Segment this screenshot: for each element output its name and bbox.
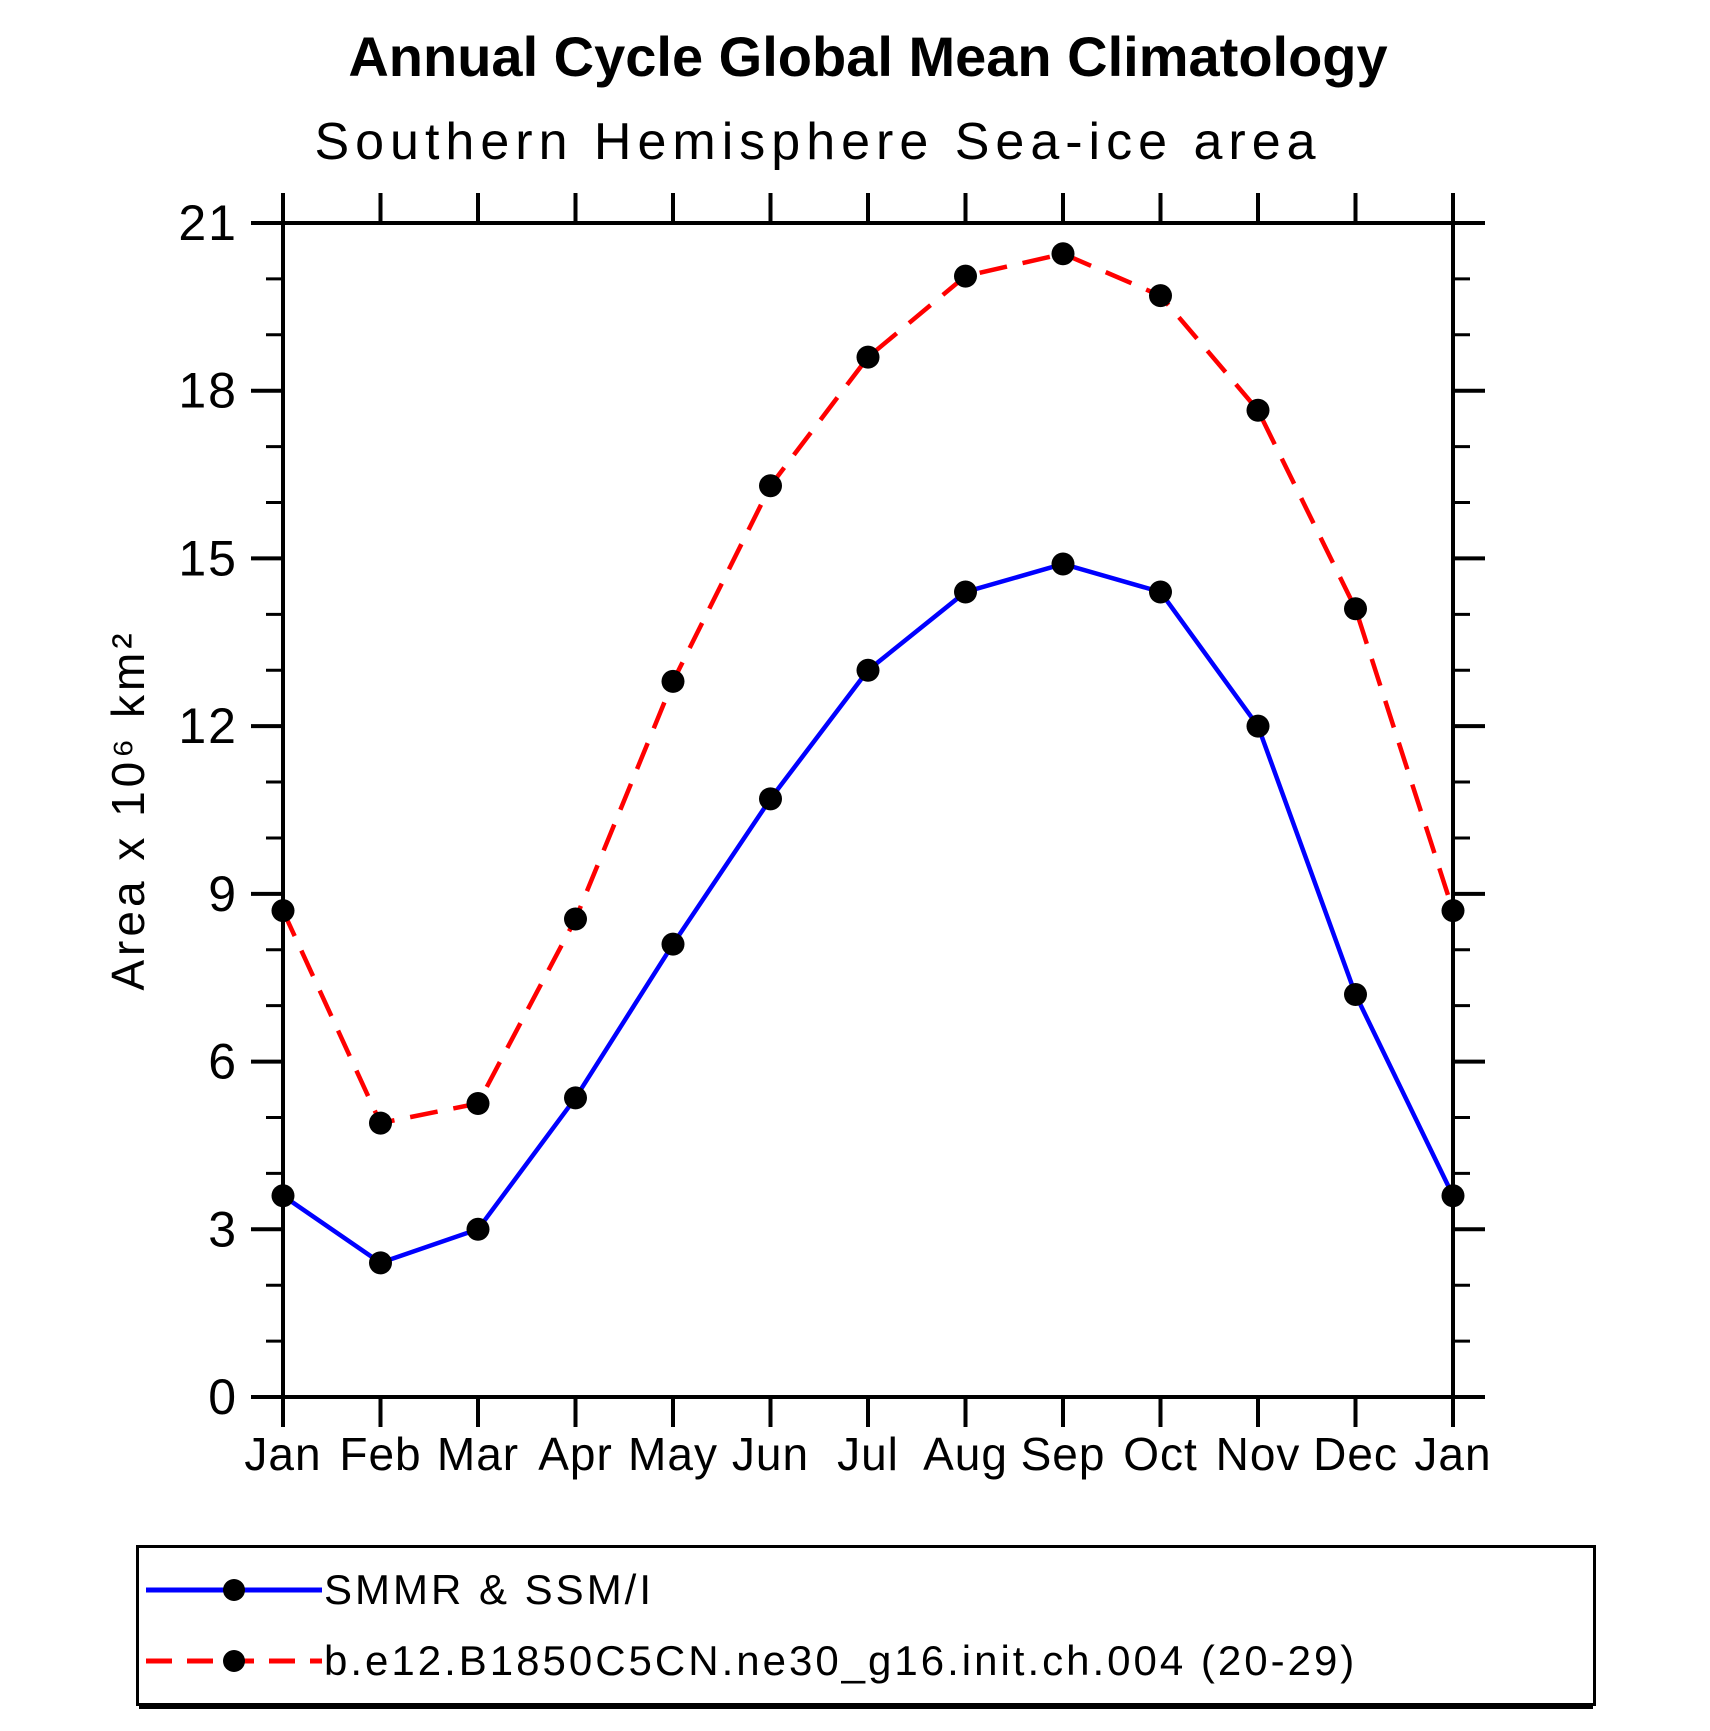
- y-tick-label: 21: [178, 195, 238, 251]
- series-0-marker: [856, 658, 880, 682]
- legend-entry-1: b.e12.B1850C5CN.ne30_g16.init.ch.004 (20…: [139, 1629, 1593, 1693]
- y-tick-label: 6: [208, 1034, 238, 1090]
- legend-label-1: b.e12.B1850C5CN.ne30_g16.init.ch.004 (20…: [324, 1637, 1358, 1685]
- series-0-marker: [661, 932, 685, 956]
- x-tick-label: Sep: [1021, 1428, 1106, 1480]
- chart-subtitle: Southern Hemisphere Sea-ice area: [314, 113, 1322, 171]
- x-tick-label: Dec: [1313, 1428, 1398, 1480]
- series-1-marker: [564, 907, 587, 931]
- y-tick-label: 0: [208, 1369, 238, 1425]
- y-tick-label: 3: [208, 1201, 238, 1257]
- series-0-marker: [759, 787, 782, 811]
- x-tick-label: Jan: [1414, 1428, 1491, 1480]
- series-0-marker: [564, 1086, 587, 1110]
- legend-marker-dot: [223, 1650, 245, 1673]
- series-0-marker: [1441, 1184, 1465, 1208]
- series-1-marker: [1344, 597, 1367, 621]
- series-1-marker: [466, 1092, 490, 1115]
- series-0-marker: [1051, 552, 1075, 576]
- series-1-marker: [1246, 398, 1270, 422]
- series-1-marker: [759, 474, 782, 498]
- series-1-marker: [954, 264, 977, 288]
- series-0-marker: [1246, 714, 1270, 738]
- x-tick-label: Apr: [538, 1428, 613, 1480]
- legend-marker-dot: [223, 1578, 245, 1601]
- x-tick-label: Oct: [1123, 1428, 1198, 1480]
- y-tick-label: 12: [178, 698, 238, 754]
- y-tick-label: 9: [208, 866, 238, 922]
- chart-title: Annual Cycle Global Mean Climatology: [348, 25, 1388, 88]
- legend-swatch-dashed-line: [146, 1650, 322, 1673]
- series-0-marker: [1149, 580, 1172, 604]
- series-0-marker: [466, 1217, 490, 1241]
- x-tick-label: Jul: [837, 1428, 899, 1480]
- x-tick-label: May: [628, 1428, 718, 1480]
- y-tick-label: 15: [178, 530, 238, 586]
- series-1-marker: [1441, 899, 1465, 923]
- series-1-marker: [661, 669, 685, 693]
- y-tick-label: 18: [178, 363, 238, 419]
- x-tick-label: Nov: [1216, 1428, 1301, 1480]
- legend-box: SMMR & SSM/I b.e12.B1850C5CN.ne30_g16.ini…: [136, 1545, 1596, 1706]
- series-0-marker: [954, 580, 977, 604]
- series-line-1: [280, 251, 1456, 1126]
- plot-frame: [281, 221, 1455, 1399]
- legend-swatch-solid-line: [146, 1578, 322, 1601]
- series-1-marker: [369, 1111, 392, 1135]
- series-1-marker: [271, 899, 295, 923]
- x-tick-label: Jan: [244, 1428, 321, 1480]
- series-0-marker: [1344, 982, 1367, 1006]
- x-tick-label: Mar: [437, 1428, 519, 1480]
- legend-label-0: SMMR & SSM/I: [324, 1565, 655, 1613]
- x-tick-label: Feb: [339, 1428, 421, 1480]
- series-1-marker: [1149, 284, 1172, 308]
- legend-entry-0: SMMR & SSM/I: [139, 1558, 1593, 1622]
- series-0-marker: [271, 1184, 295, 1208]
- series-1-marker: [856, 345, 880, 369]
- series-0-marker: [369, 1251, 392, 1275]
- series-1-marker: [1051, 242, 1075, 266]
- x-tick-label: Aug: [923, 1428, 1008, 1480]
- x-tick-label: Jun: [732, 1428, 809, 1480]
